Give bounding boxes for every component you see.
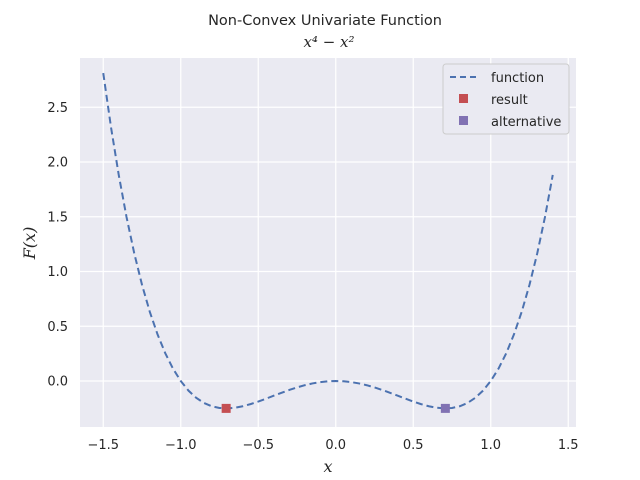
y-tick-label: 2.5 (47, 101, 68, 116)
legend-label-result: result (491, 93, 528, 108)
legend: function result alternative (442, 63, 570, 135)
series-layer (102, 72, 554, 413)
y-tick-label: 2.0 (47, 156, 68, 171)
y-axis-ticks: 0.0 0.5 1.0 1.5 2.0 2.5 (47, 101, 68, 390)
x-tick-label: 0.0 (325, 438, 346, 453)
x-axis-label: x (323, 457, 332, 476)
y-axis-label: F(x) (20, 227, 39, 261)
legend-label-function: function (491, 71, 544, 86)
y-tick-label: 0.5 (47, 320, 68, 335)
legend-label-alternative: alternative (491, 115, 561, 130)
chart-title: Non-Convex Univariate Function (208, 13, 442, 29)
result-marker (221, 403, 231, 413)
y-tick-label: 1.5 (47, 210, 68, 225)
alternative-marker (440, 403, 450, 413)
function-line (102, 72, 554, 410)
legend-box (442, 63, 570, 135)
x-tick-label: −1.5 (87, 438, 119, 453)
x-tick-label: 1.0 (480, 438, 501, 453)
x-tick-label: 1.5 (558, 438, 579, 453)
x-tick-label: 0.5 (403, 438, 424, 453)
chart-subtitle: x⁴ − x² (303, 33, 354, 51)
x-tick-label: −1.0 (165, 438, 197, 453)
x-tick-label: −0.5 (242, 438, 274, 453)
legend-alternative-swatch (459, 116, 468, 125)
y-tick-label: 1.0 (47, 265, 68, 280)
y-tick-label: 0.0 (47, 375, 68, 390)
legend-result-swatch (459, 94, 468, 103)
x-axis-ticks: −1.5 −1.0 −0.5 0.0 0.5 1.0 1.5 (87, 438, 578, 453)
